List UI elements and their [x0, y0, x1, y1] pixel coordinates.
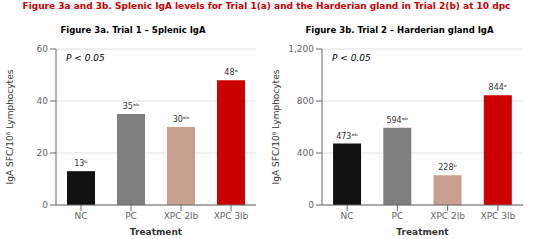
svg-text:NC: NC — [341, 211, 354, 221]
svg-text:XPC 3lb: XPC 3lb — [481, 211, 516, 221]
svg-text:473ᵃᵇ: 473ᵃᵇ — [336, 132, 358, 141]
html-text:Figure 3b. Trial 2 – Harderian: Figure 3b. Trial 2 – Harderian gland IgA — [305, 25, 494, 35]
svg-text:PC: PC — [125, 211, 137, 221]
svg-text:0: 0 — [308, 200, 314, 210]
svg-text:0: 0 — [42, 200, 48, 210]
html-text:Figure 3a. Trial 1 – Splenic I: Figure 3a. Trial 1 – Splenic IgA — [60, 25, 206, 35]
svg-text:Treatment: Treatment — [130, 227, 183, 237]
svg-text:60: 60 — [37, 44, 49, 54]
svg-text:800: 800 — [297, 96, 314, 106]
svg-text:35ᵃᵇ: 35ᵃᵇ — [123, 102, 140, 111]
svg-text:594ᵃᵇ: 594ᵃᵇ — [386, 116, 408, 125]
html-text:P < 0.05: P < 0.05 — [66, 53, 105, 63]
svg-text:13ᵇ: 13ᵇ — [74, 159, 88, 168]
svg-text:40: 40 — [37, 96, 49, 106]
svg-text:30ᵃᵇ: 30ᵃᵇ — [173, 115, 190, 124]
svg-text:Treatment: Treatment — [396, 227, 449, 237]
svg-text:IgA SFC/10⁶ Lymphocytes: IgA SFC/10⁶ Lymphocytes — [271, 69, 281, 184]
svg-text:1,200: 1,200 — [288, 44, 314, 54]
svg-text:400: 400 — [297, 148, 314, 158]
svg-text:20: 20 — [37, 148, 49, 158]
svg-text:48ᵃ: 48ᵃ — [224, 68, 237, 77]
svg-text:XPC 2lb: XPC 2lb — [164, 211, 199, 221]
svg-text:844ᵃ: 844ᵃ — [489, 83, 507, 92]
svg-text:IgA SFC/10⁶ Lymphocytes: IgA SFC/10⁶ Lymphocytes — [8, 69, 15, 184]
svg-text:228ᵇ: 228ᵇ — [438, 163, 457, 172]
svg-text:NC: NC — [74, 211, 87, 221]
svg-text:XPC 2lb: XPC 2lb — [430, 211, 465, 221]
html-text:P < 0.05: P < 0.05 — [332, 53, 371, 63]
svg-text:XPC 3lb: XPC 3lb — [214, 211, 249, 221]
html-text:Figure 3a and 3b. Splenic IgA: Figure 3a and 3b. Splenic IgA levels for… — [22, 1, 511, 11]
svg-text:PC: PC — [392, 211, 404, 221]
